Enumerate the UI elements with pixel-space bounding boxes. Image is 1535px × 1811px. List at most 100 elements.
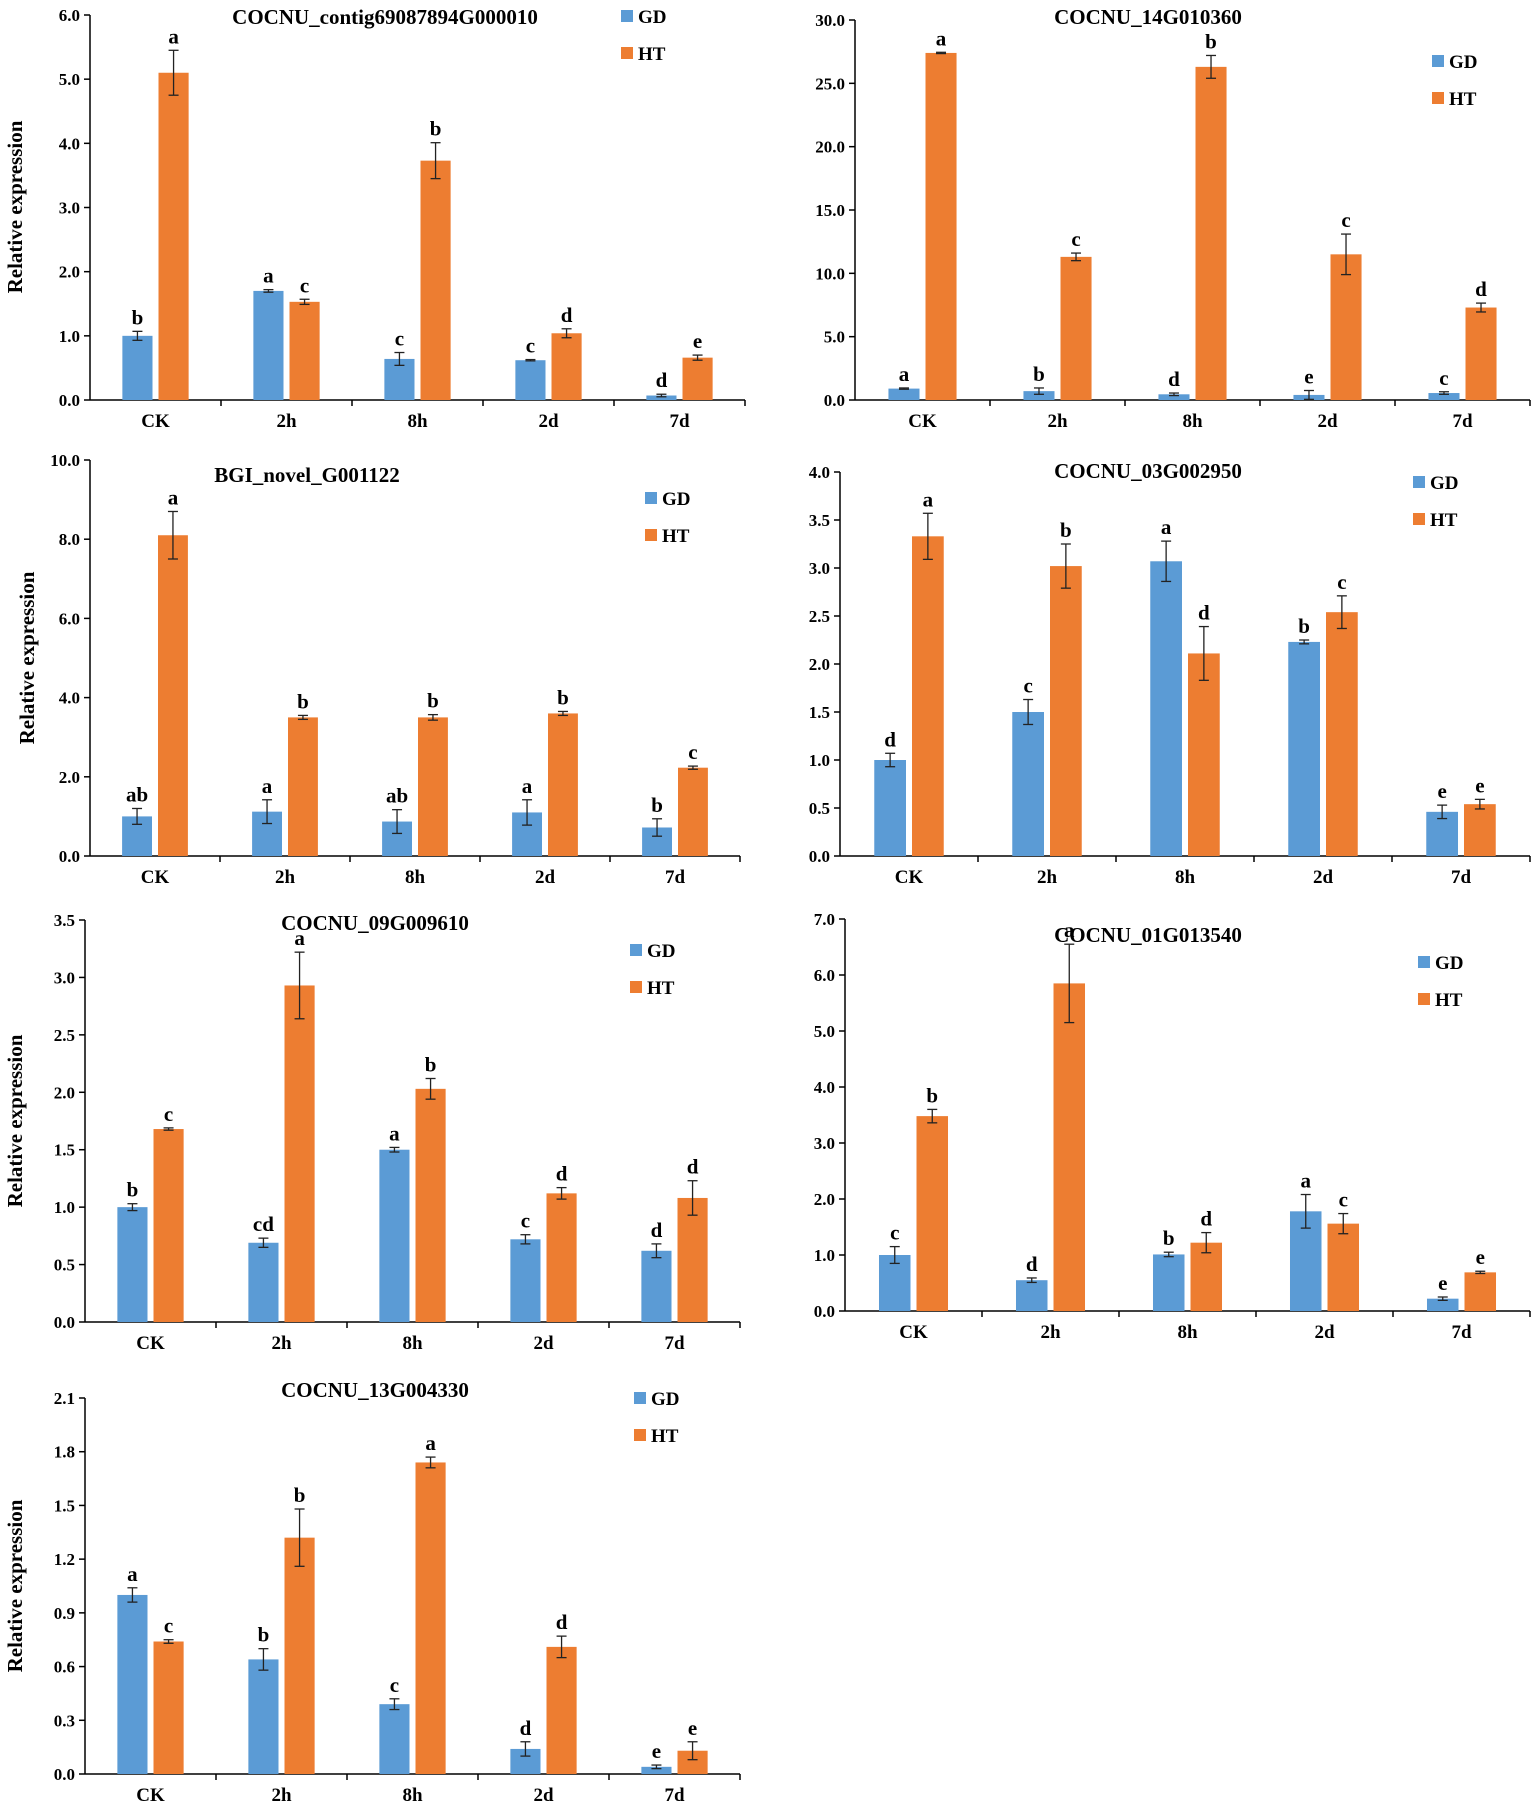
bar-ht-2h [1050,566,1082,856]
y-tick-label: 0.0 [814,1302,835,1321]
bar-ht-2h [1053,983,1086,1311]
x-tick-label: 2d [535,867,556,888]
bar-gd-ck [122,335,153,400]
y-tick-label: 2.0 [814,1190,835,1209]
significance-label: b [1205,29,1217,53]
legend-label-gd: GD [1435,953,1464,974]
y-tick-label: 0.0 [54,1765,75,1784]
significance-label: a [168,485,179,509]
chart-title: COCNU_09G009610 [281,911,469,935]
significance-label: a [899,362,910,386]
significance-label: b [425,1053,437,1077]
significance-label: d [1200,1207,1212,1231]
bar-ht-2d [548,713,578,856]
y-tick-label: 8.0 [59,530,80,549]
significance-label: a [262,774,273,798]
bar-ht-ck [158,535,188,856]
bar-ht-7d [1465,307,1497,400]
chart-panel-3: 0.02.04.06.08.010.0CKaba2hab8habb2dab7db… [15,451,741,888]
significance-label: a [425,1431,436,1455]
bar-gd-ck [117,1207,148,1322]
bar-ht-2d [546,1193,577,1322]
y-tick-label: 1.0 [809,751,830,770]
legend-label-ht: HT [1430,510,1458,531]
bar-ht-2d [1330,254,1362,400]
bar-ht-2d [1326,612,1358,856]
significance-label: b [1060,518,1072,542]
x-tick-label: 7d [669,411,690,432]
legend-label-gd: GD [1449,52,1478,73]
x-tick-label: 8h [402,1333,423,1354]
legend-label-gd: GD [647,941,676,962]
x-tick-label: 2d [538,411,559,432]
bar-ht-2d [1327,1223,1360,1311]
legend-swatch-gd [1418,956,1430,968]
bar-gd-8h [1152,1254,1185,1311]
significance-label: d [884,727,896,751]
bar-ht-8h [418,717,448,856]
significance-label: e [652,1739,661,1763]
legend-label-ht: HT [1449,89,1477,110]
bar-ht-7d [677,1197,708,1322]
y-tick-label: 2.0 [59,768,80,787]
significance-label: ab [386,784,408,808]
significance-label: b [1033,362,1045,386]
bar-gd-8h [379,1149,410,1322]
chart-title: COCNU_contig69087894G000010 [232,5,538,29]
bar-ht-2h [288,717,318,856]
significance-label: a [923,487,934,511]
chart-title: COCNU_13G004330 [281,1378,469,1402]
y-tick-label: 7.0 [814,910,835,929]
significance-label: ab [126,782,148,806]
legend-swatch-gd [621,10,633,22]
bar-ht-7d [1464,1272,1497,1311]
x-tick-label: CK [136,1785,165,1806]
significance-label: a [127,1562,138,1586]
y-tick-label: 1.0 [59,327,80,346]
significance-label: c [1341,208,1350,232]
bar-ht-8h [1188,653,1220,856]
bar-gd-8h [379,1704,410,1774]
significance-label: e [1475,773,1484,797]
x-tick-label: 2d [1313,867,1334,888]
bar-gd-7d [641,1766,672,1774]
significance-label: c [1023,674,1032,698]
significance-label: a [168,24,179,48]
x-tick-label: 2h [1037,867,1058,888]
significance-label: d [1168,367,1180,391]
y-tick-label: 1.5 [54,1496,75,1515]
legend-swatch-gd [645,492,657,504]
significance-label: b [427,689,439,713]
y-tick-label: 3.0 [59,199,80,218]
y-tick-label: 3.5 [809,511,830,530]
significance-label: d [1026,1252,1038,1276]
bar-gd-ck [888,388,920,400]
legend-swatch-ht [634,1429,646,1441]
legend-label-ht: HT [651,1426,679,1447]
y-tick-label: 0.0 [824,391,845,410]
bar-ht-7d [677,1750,708,1774]
significance-label: d [520,1716,532,1740]
y-axis-label: Relative expression [15,571,39,744]
y-tick-label: 0.0 [59,847,80,866]
legend-swatch-gd [630,944,642,956]
significance-label: c [1337,570,1346,594]
bar-gd-2d [1288,641,1320,856]
bar-gd-2h [253,290,284,400]
bar-ht-2h [284,985,315,1322]
bar-gd-7d [1426,1298,1459,1311]
significance-label: d [651,1218,663,1242]
bar-gd-8h [1150,561,1182,856]
y-tick-label: 0.3 [54,1711,75,1730]
significance-label: a [389,1121,400,1145]
significance-label: d [656,368,668,392]
y-tick-label: 2.0 [54,1083,75,1102]
y-axis-label: Relative expression [3,120,27,293]
significance-label: d [687,1155,699,1179]
y-tick-label: 10.0 [815,264,845,283]
bar-gd-2d [510,1239,541,1322]
y-tick-label: 1.5 [54,1141,75,1160]
legend-swatch-ht [630,981,642,993]
y-tick-label: 1.2 [54,1550,75,1569]
